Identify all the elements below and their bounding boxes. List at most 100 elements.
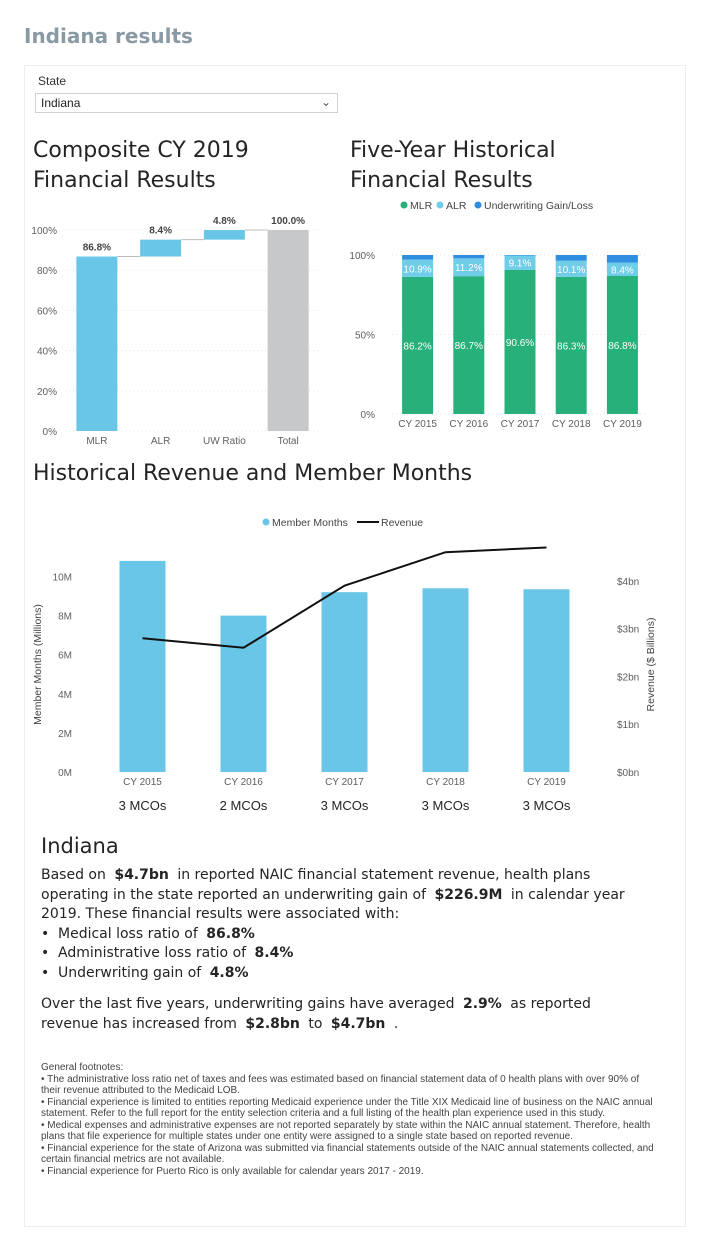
y-tick-label: 100% — [349, 251, 375, 262]
y-right-tick-label: $3bn — [617, 625, 639, 636]
report-panel — [24, 65, 686, 1227]
summary-text: . — [393, 1015, 399, 1032]
x-tick-label: CY 2016 — [224, 777, 263, 788]
data-label: 8.4% — [611, 265, 634, 276]
data-label: 90.6% — [506, 338, 534, 349]
historical-chart-title: Five-Year Historical Financial Results — [350, 138, 556, 193]
stacked-bar-segment — [402, 259, 434, 277]
page-title: Indiana results — [24, 24, 193, 48]
member-months-bar — [119, 560, 166, 772]
x-tick-label: CY 2019 — [527, 777, 566, 788]
bullet-label: Administrative loss ratio of — [58, 945, 247, 961]
stacked-bar-segment — [402, 276, 434, 414]
data-label: 86.3% — [557, 341, 585, 352]
revenue-chart-title: Historical Revenue and Member Months — [33, 461, 473, 486]
summary-paragraph-2: Over the last five years, underwriting g… — [41, 995, 651, 1034]
y-tick-label: 0% — [43, 427, 58, 438]
revenue-from-value: $2.8bn — [245, 1015, 300, 1032]
footnotes-header: General footnotes: — [41, 1062, 124, 1073]
stacked-bar-segment — [606, 255, 638, 263]
y-tick-label: 40% — [37, 347, 57, 358]
x-tick-label: CY 2019 — [603, 419, 642, 430]
state-dropdown[interactable]: Indiana ⌄ — [35, 93, 338, 113]
footnotes: General footnotes: • The administrative … — [41, 1062, 659, 1177]
revenue-line — [142, 546, 547, 649]
bullet-label: Medical loss ratio of — [58, 925, 198, 942]
data-label: 86.8% — [608, 341, 636, 352]
footnote-item: • Financial experience for the state of … — [41, 1142, 654, 1166]
summary-section: Indiana Based on $4.7bn in reported NAIC… — [41, 832, 651, 1034]
revenue-to-value: $4.7bn — [330, 1015, 386, 1032]
x-tick-label: CY 2017 — [325, 777, 364, 788]
legend-marker — [436, 201, 444, 209]
summary-paragraph-1: Based on $4.7bn in reported NAIC financi… — [41, 866, 651, 925]
y-right-tick-label: $2bn — [617, 672, 639, 683]
x-tick-label: CY 2018 — [552, 419, 591, 430]
waterfall-bar — [76, 256, 118, 431]
stacked-bar-segment — [402, 255, 434, 260]
y-tick-label: 50% — [355, 331, 375, 342]
member-months-bar — [321, 592, 368, 772]
legend-marker — [400, 201, 408, 209]
member-months-bar — [523, 589, 570, 772]
bullet-value: 4.8% — [209, 964, 249, 981]
x-tick-label: CY 2015 — [123, 777, 162, 788]
stacked-bar-segment — [555, 276, 587, 414]
data-label: 8.4% — [149, 226, 172, 237]
legend-label: Member Months — [272, 517, 348, 529]
footnote-item: • Financial experience is limited to ent… — [41, 1096, 653, 1120]
y-tick-label: 10M — [53, 573, 72, 584]
waterfall-bar — [267, 230, 309, 431]
y-tick-label: 20% — [37, 387, 57, 398]
summary-text: Based on — [41, 867, 106, 883]
historical-stacked-chart: 0% 50% 100% MLR ALR Underwriting Gain/Loss 86.… — [349, 200, 648, 430]
list-item: Underwriting gain of 4.8% — [41, 964, 651, 984]
stacked-bar-segment — [606, 262, 638, 276]
data-label: 11.2% — [455, 263, 483, 274]
y-tick-label: 100% — [31, 226, 57, 237]
y-tick-label: 60% — [37, 306, 57, 317]
x-tick-label: UW Ratio — [203, 436, 246, 447]
data-label: 100.0% — [271, 216, 305, 227]
y-tick-label: 0M — [58, 768, 72, 779]
y-right-tick-label: $1bn — [617, 720, 639, 731]
x-tick-label: CY 2016 — [449, 419, 488, 430]
mco-count-label: 3 MCOs — [119, 798, 167, 813]
y-tick-label: 8M — [58, 612, 72, 623]
data-label: 10.9% — [403, 264, 431, 275]
y-tick-label: 0% — [361, 410, 376, 421]
list-item: Administrative loss ratio of 8.4% — [41, 944, 651, 964]
member-months-bar — [422, 588, 469, 772]
summary-text: as reported revenue has increased from — [41, 996, 591, 1032]
legend-label: Revenue — [381, 517, 423, 529]
bullet-value: 8.4% — [254, 945, 294, 961]
x-tick-label: Total — [278, 436, 299, 447]
stacked-bar-segment — [504, 255, 536, 270]
stacked-bar-segment — [453, 258, 485, 277]
composite-waterfall-chart: 0% 20% 40% 60% 80% 100% 86.8% MLR 8.4% ALR 4.8% UW … — [31, 216, 320, 447]
mco-count-label: 2 MCOs — [220, 798, 268, 813]
member-months-bar — [220, 615, 267, 772]
data-label: 10.1% — [557, 265, 585, 276]
legend-label: MLR — [410, 200, 433, 212]
summary-text: to — [308, 1015, 323, 1032]
waterfall-bar — [203, 230, 245, 240]
mco-count-label: 3 MCOs — [321, 798, 369, 813]
y-tick-label: 6M — [58, 651, 72, 662]
x-tick-label: ALR — [151, 436, 170, 447]
data-label: 86.8% — [83, 243, 111, 254]
mco-count-label: 3 MCOs — [422, 798, 470, 813]
footnote-item: • Medical expenses and administrative ex… — [41, 1119, 651, 1143]
data-label: 86.7% — [455, 341, 483, 352]
state-filter-label: State — [38, 74, 67, 88]
mco-count-label: 3 MCOs — [523, 798, 571, 813]
y-right-tick-label: $0bn — [617, 768, 639, 779]
stacked-bar-segment — [606, 275, 638, 414]
summary-state-heading: Indiana — [41, 834, 119, 858]
composite-chart-title: Composite CY 2019 Financial Results — [33, 138, 249, 193]
legend-marker — [262, 518, 270, 526]
list-item: Medical loss ratio of 86.8% — [41, 925, 651, 945]
average-gain-value: 2.9% — [462, 996, 502, 1012]
legend-label: ALR — [446, 200, 467, 212]
state-dropdown-value: Indiana — [41, 96, 81, 110]
